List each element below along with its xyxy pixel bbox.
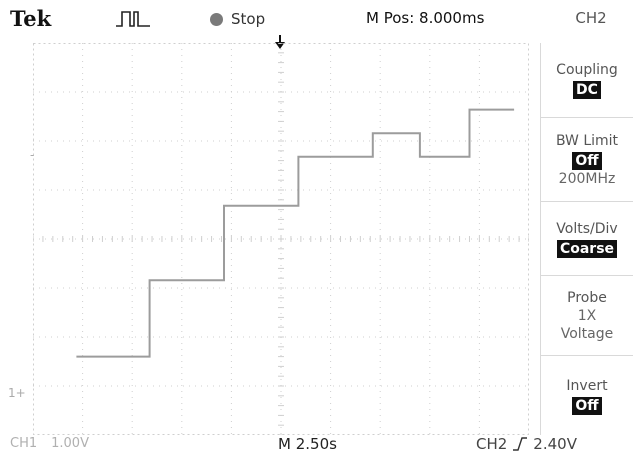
ch1-label: CH1	[10, 436, 38, 451]
menu-probe[interactable]: Probe 1X Voltage	[541, 276, 633, 356]
ch1-scale: 1.00V	[51, 436, 89, 451]
ch2-trace-line	[76, 108, 515, 358]
pulse-icon	[116, 11, 150, 27]
bw-limit-sub: 200MHz	[558, 170, 616, 187]
rising-edge-icon	[513, 437, 528, 451]
menu-invert[interactable]: Invert Off	[541, 356, 633, 435]
menu-channel-title: CH2	[575, 9, 607, 27]
invert-label: Invert	[566, 377, 608, 394]
bw-limit-label: BW Limit	[555, 132, 619, 149]
stop-indicator-icon	[210, 12, 223, 26]
ch2-trace	[76, 108, 515, 358]
graticule	[33, 43, 529, 435]
probe-label: Probe	[567, 289, 607, 306]
trigger-level-marker: -	[30, 148, 35, 162]
brand-logo: Tek	[10, 6, 52, 31]
volts-div-label: Volts/Div	[556, 220, 618, 237]
probe-type: Voltage	[560, 325, 614, 342]
volts-div-value: Coarse	[556, 239, 618, 258]
menu-bw-limit[interactable]: BW Limit Off 200MHz	[541, 118, 633, 202]
top-status-bar: Tek Stop M Pos: 8.000ms CH2	[0, 0, 634, 49]
ch1-status: CH1 1.00V	[10, 436, 103, 451]
menu-volts-div[interactable]: Volts/Div Coarse	[541, 202, 633, 276]
run-state: Stop	[210, 10, 265, 28]
horizontal-position-readout: M Pos: 8.000ms	[366, 9, 485, 27]
probe-attenuation: 1X	[577, 307, 597, 324]
waveform-plot	[33, 43, 529, 435]
run-state-label: Stop	[231, 10, 266, 28]
ch1-ground-marker: 1+	[8, 386, 26, 400]
trigger-level: 2.40V	[533, 435, 577, 453]
trigger-status: CH2 2.40V	[476, 435, 577, 453]
trigger-position-arrow-icon	[275, 35, 285, 49]
channel-menu: Coupling DC BW Limit Off 200MHz Volts/Di…	[540, 43, 633, 435]
coupling-label: Coupling	[556, 62, 618, 78]
waveform-display	[33, 43, 529, 435]
timebase-readout: M 2.50s	[278, 435, 337, 453]
coupling-value: DC	[573, 81, 601, 99]
trigger-channel: CH2	[476, 435, 508, 453]
menu-coupling[interactable]: Coupling DC	[541, 43, 633, 118]
invert-value: Off	[572, 396, 602, 415]
bw-limit-value: Off	[572, 151, 602, 170]
